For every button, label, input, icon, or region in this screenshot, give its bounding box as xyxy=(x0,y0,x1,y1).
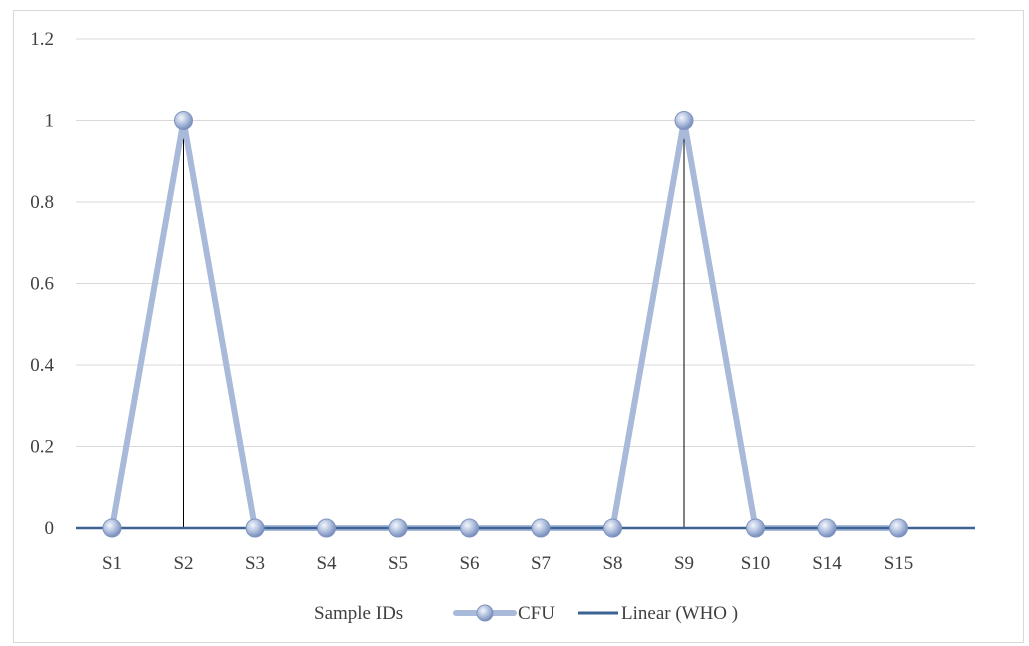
x-tick-label: S3 xyxy=(245,553,265,574)
data-point-cfu xyxy=(531,518,551,538)
data-point-cfu xyxy=(746,518,765,538)
legend-label-cfu: CFU xyxy=(518,603,555,624)
series-layer xyxy=(76,111,975,538)
chart-frame xyxy=(13,10,1024,643)
x-tick-label: S8 xyxy=(602,553,622,574)
data-point-cfu xyxy=(102,518,122,538)
data-point-cfu xyxy=(603,518,622,538)
x-tick-label: S14 xyxy=(812,553,842,574)
y-tick-label: 0.2 xyxy=(30,437,54,458)
legend-item-cfu: CFU xyxy=(453,603,555,624)
y-tick-label: 0 xyxy=(45,518,55,539)
legend-swatch-cfu-marker xyxy=(476,604,494,622)
x-tick-label: S15 xyxy=(884,553,914,574)
legend: Sample IDs CFU Linear (WHO ) xyxy=(314,603,738,624)
x-tick-label: S6 xyxy=(459,553,479,574)
legend-item-linear-who: Linear (WHO ) xyxy=(578,603,738,624)
y-tick-label: 0.8 xyxy=(30,192,54,213)
x-axis-title: Sample IDs xyxy=(314,603,403,624)
data-point-cfu xyxy=(245,518,265,538)
data-point-cfu xyxy=(889,518,908,538)
y-tick-label: 1 xyxy=(45,111,55,132)
x-tick-label: S4 xyxy=(316,553,337,574)
x-tick-label: S1 xyxy=(102,553,122,574)
y-tick-label: 0.4 xyxy=(30,355,54,376)
y-tick-label: 0.6 xyxy=(30,274,54,295)
x-tick-label: S9 xyxy=(674,553,694,574)
data-point-cfu xyxy=(674,111,694,130)
y-axis-tick-labels: 0 0.2 0.4 0.6 0.8 1 1.2 xyxy=(30,29,54,539)
y-tick-label: 1.2 xyxy=(30,29,54,50)
data-point-cfu xyxy=(174,111,193,130)
x-axis-tick-labels: S1 S2 S3 S4 S5 S6 S7 S8 S9 S10 S14 S15 xyxy=(102,553,913,574)
x-tick-label: S5 xyxy=(388,553,408,574)
x-tick-label: S10 xyxy=(741,553,771,574)
drop-lines xyxy=(183,120,685,528)
data-point-cfu xyxy=(817,518,837,538)
data-point-cfu xyxy=(460,518,479,538)
legend-label-linear-who: Linear (WHO ) xyxy=(621,603,738,624)
x-tick-label: S2 xyxy=(173,553,193,574)
x-tick-label: S7 xyxy=(531,553,551,574)
data-point-cfu xyxy=(388,518,408,538)
data-point-cfu xyxy=(317,518,336,538)
